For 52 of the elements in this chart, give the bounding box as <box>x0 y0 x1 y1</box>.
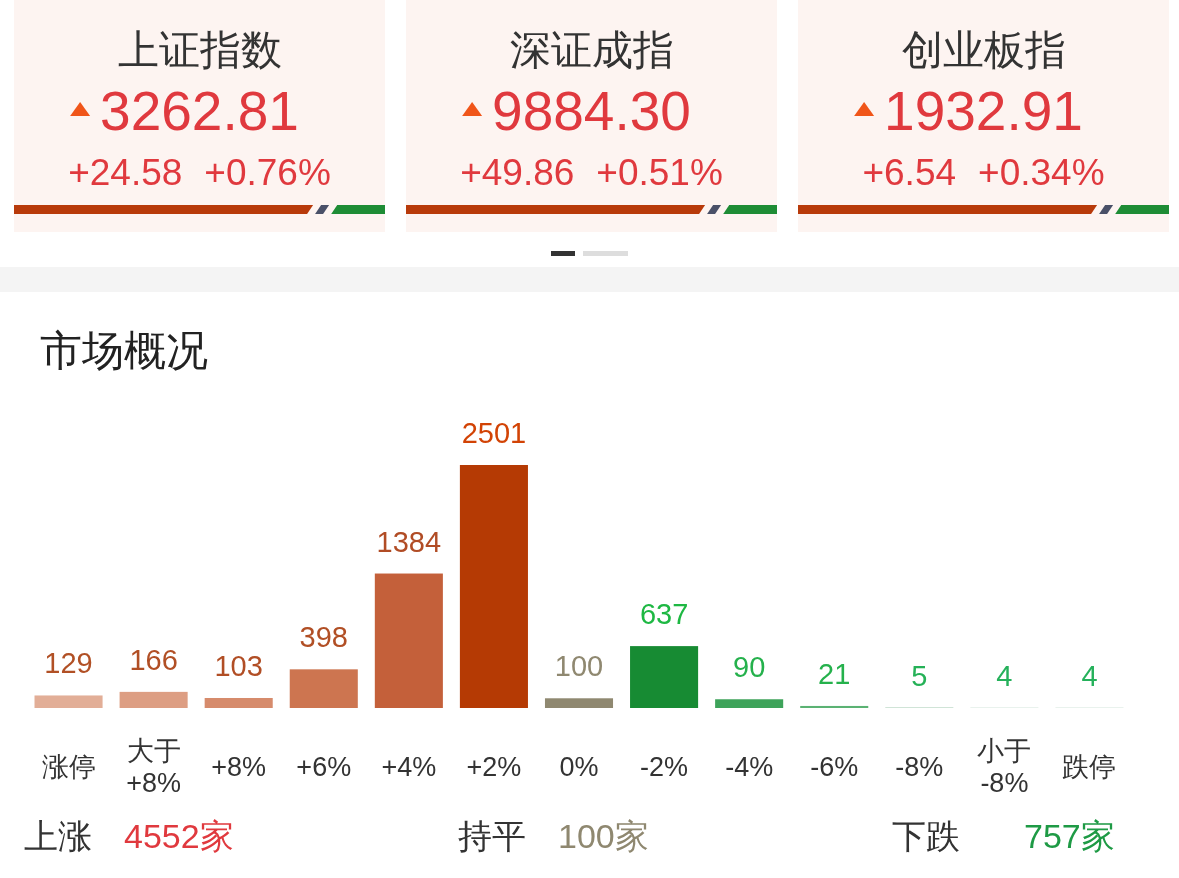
bar <box>630 646 699 708</box>
bar <box>204 697 273 708</box>
text: 持平 100家 <box>458 817 649 855</box>
data-label: 21 <box>818 657 851 690</box>
x-tick-label: 小于 -8% <box>977 736 1032 798</box>
data-label: 1384 <box>376 525 442 558</box>
x-tick-label: -6% <box>810 752 859 782</box>
text: 9884.30 <box>492 80 691 142</box>
category-label: 深证成指 <box>509 27 674 73</box>
x-tick-label: 大于 +8% <box>126 736 182 798</box>
x-tick-label: +2% <box>466 752 522 782</box>
x-tick-label: -8% <box>895 752 944 782</box>
x-tick-label: -2% <box>640 752 689 782</box>
data-label: 5 <box>911 659 928 692</box>
text: +0.51% <box>596 152 723 193</box>
data-label: 398 <box>299 621 348 654</box>
text: +6.54 <box>862 152 957 193</box>
data-label: 4 <box>1081 659 1098 692</box>
bar <box>544 698 614 708</box>
data-label: 129 <box>44 647 93 680</box>
data-label: 100 <box>554 650 604 683</box>
bar <box>374 573 443 708</box>
text: 3262.81 <box>100 80 299 142</box>
x-tick-label: -4% <box>725 752 774 782</box>
x-tick-label: 涨停 <box>41 752 96 782</box>
x-tick-label: +8% <box>211 752 267 782</box>
category-label: 创业板指 <box>901 27 1066 73</box>
bar <box>715 699 784 708</box>
data-label: 637 <box>639 598 689 631</box>
x-tick-label: 0% <box>559 752 599 782</box>
data-label: 103 <box>214 649 263 682</box>
x-tick-label: 跌停 <box>1062 752 1117 782</box>
bar <box>289 669 358 708</box>
text: 下跌 757家 <box>892 817 1115 855</box>
text: +0.34% <box>978 152 1105 193</box>
bar <box>34 695 103 708</box>
text: +0.76% <box>204 152 331 193</box>
x-tick-label: +6% <box>296 752 352 782</box>
text: +49.86 <box>460 152 575 193</box>
data-label: 4 <box>996 659 1013 692</box>
data-label: 90 <box>733 651 766 684</box>
data-label: 2501 <box>461 417 527 449</box>
text: 1932.91 <box>884 80 1083 142</box>
x-tick-label: +4% <box>381 752 437 782</box>
bar <box>459 465 528 708</box>
text: +24.58 <box>68 152 183 193</box>
category-label: 上证指数 <box>117 27 282 73</box>
text: 上涨 4552家 <box>24 817 234 855</box>
bar <box>119 691 188 708</box>
data-label: 166 <box>129 643 178 676</box>
chart-title: 市场概况 <box>40 327 208 374</box>
bar <box>800 705 869 708</box>
